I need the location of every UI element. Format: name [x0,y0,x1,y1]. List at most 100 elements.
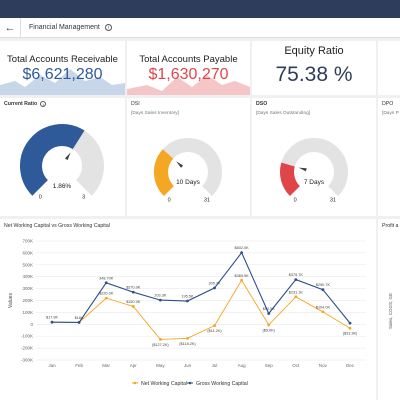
kpi-value: $6,621,280 [22,66,103,83]
page-title: Financial Management [29,24,100,31]
y-tick-label: -300K [21,358,33,363]
info-icon[interactable]: i [40,101,47,107]
gauge-max-label: 31 [204,197,210,203]
data-label: ($11.2K) [207,329,222,333]
header-divider [20,17,21,38]
y-tick-label: 700K [22,239,33,244]
profit-chart-card: Profit a Sales, COGS, GE [378,219,400,400]
data-point [104,281,108,285]
x-tick-label: Nov [319,363,328,368]
y-axis-label: Values [8,293,14,308]
data-point [348,326,352,330]
gauge-min-label: 0 [168,197,171,203]
data-label: $602.0K [235,246,250,250]
x-tick-label: Apr [130,363,138,368]
gauge-needle [176,161,184,168]
kpi-card-equity-ratio: Equity Ratio 75.38 % [252,41,376,95]
gauge-value-arc [20,124,85,196]
dsi-gauge: 10 Days 0 31 [154,138,222,203]
gauge-value-label: 7 Days [304,179,325,186]
page-header: ← Financial Management i [0,17,400,38]
data-point [294,278,298,281]
gauge-value-arc [280,162,301,197]
data-point [186,336,189,340]
gauge-subtitle: [Days Sales Inventory] [131,111,179,116]
x-tick-label: Oct [292,363,300,368]
sparkline-area [127,75,250,95]
x-tick-label: Dec [346,363,355,368]
data-point [213,324,216,328]
data-point [50,320,54,324]
payable-area-sparkline [127,75,250,95]
data-label: 195.5K [181,295,194,299]
axis-label: Sales, COGS, GE [388,292,393,329]
gauge-card-dsi: 10 Days 0 31 DSI [Days Sales Inventory] [127,98,250,216]
y-tick-label: 400K [22,274,33,279]
x-tick-label: Mar [102,363,110,368]
gauge-max-label: 31 [330,197,336,203]
data-point [158,298,162,302]
gauge-card-dso: 7 Days 0 31 DSO [Days Sales Outstanding] [252,98,376,216]
data-point [294,295,298,299]
gauge-needle [64,152,71,161]
working-capital-line-chart: 700K 600K 500K 400K 300K 200K 100K 0 -100K -200K -… [8,239,366,387]
gauge-max-label: 3 [82,194,85,200]
gauge-value-label: 1.86% [53,183,72,190]
gauge-subtitle: [Days P [382,111,399,116]
chart-title: Profit a [382,223,399,229]
x-tick-label: Aug [238,363,247,368]
kpi-value: $1,630,270 [148,66,229,83]
data-point [131,305,135,308]
gauge-title: DSO [256,101,268,107]
y-tick-label: -200K [21,346,33,351]
data-label: $104.0K [316,305,331,309]
data-label: ($118.2K) [179,342,196,346]
x-tick-label: May [156,363,165,368]
data-point [321,288,325,292]
y-tick-label: 200K [22,298,33,303]
gauge-value-label: 10 Days [176,179,201,186]
gauge-min-label: 0 [294,197,297,203]
gauge-title: DSI [131,101,140,107]
gauge-subtitle: [Days Sales Outstanding] [256,111,311,116]
series-line [51,251,351,324]
data-label: $375.7K [289,273,304,277]
data-label: $270.0K [126,286,141,290]
data-point [348,321,352,325]
data-point [267,323,271,327]
receivable-area-sparkline [0,69,125,95]
data-point [104,296,108,300]
data-point [131,290,135,294]
data-point [240,251,244,255]
y-tick-label: 500K [22,262,33,267]
data-point [77,320,81,324]
data-label: $231.1K [289,290,304,294]
data-label: $369.9K [235,274,250,278]
data-label: 348.70K [99,276,114,280]
data-label: $16K [75,316,84,320]
data-point [213,286,216,290]
gauge-card-current-ratio: 1.86% 0 3 Current Ratio i [0,98,125,216]
data-label: $290.7K [316,283,331,287]
legend-swatch-dot [188,381,192,385]
y-tick-label: 300K [22,286,33,291]
back-arrow-icon[interactable]: ← [4,21,16,34]
x-tick-label: Sep [265,363,274,368]
legend-label: Gross Working Capital [196,381,248,387]
gauge-title: DPO [382,101,394,107]
y-tick-label: 0 [30,322,33,327]
data-label: $17.9K [46,316,59,320]
chart-title: Net Working Capital vs Gross Working Cap… [4,223,110,229]
dso-gauge: 7 Days 0 31 [280,138,348,203]
legend-label: Net Working Capital [141,381,187,387]
current-ratio-gauge: 1.86% 0 3 [20,124,104,200]
kpi-card-payable: Total Accounts Payable $1,630,270 [127,41,250,95]
series-line [51,279,351,340]
legend-swatch-dot [133,381,137,385]
gauge-value-arc [154,149,175,197]
gauge-needle [298,167,307,172]
info-icon[interactable]: i [104,24,112,31]
x-tick-label: Jun [184,363,192,368]
data-label: 305.7K [209,281,222,285]
data-label: 203.3K [154,294,167,298]
